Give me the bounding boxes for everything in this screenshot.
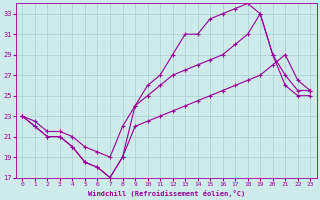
X-axis label: Windchill (Refroidissement éolien,°C): Windchill (Refroidissement éolien,°C) — [88, 190, 245, 197]
